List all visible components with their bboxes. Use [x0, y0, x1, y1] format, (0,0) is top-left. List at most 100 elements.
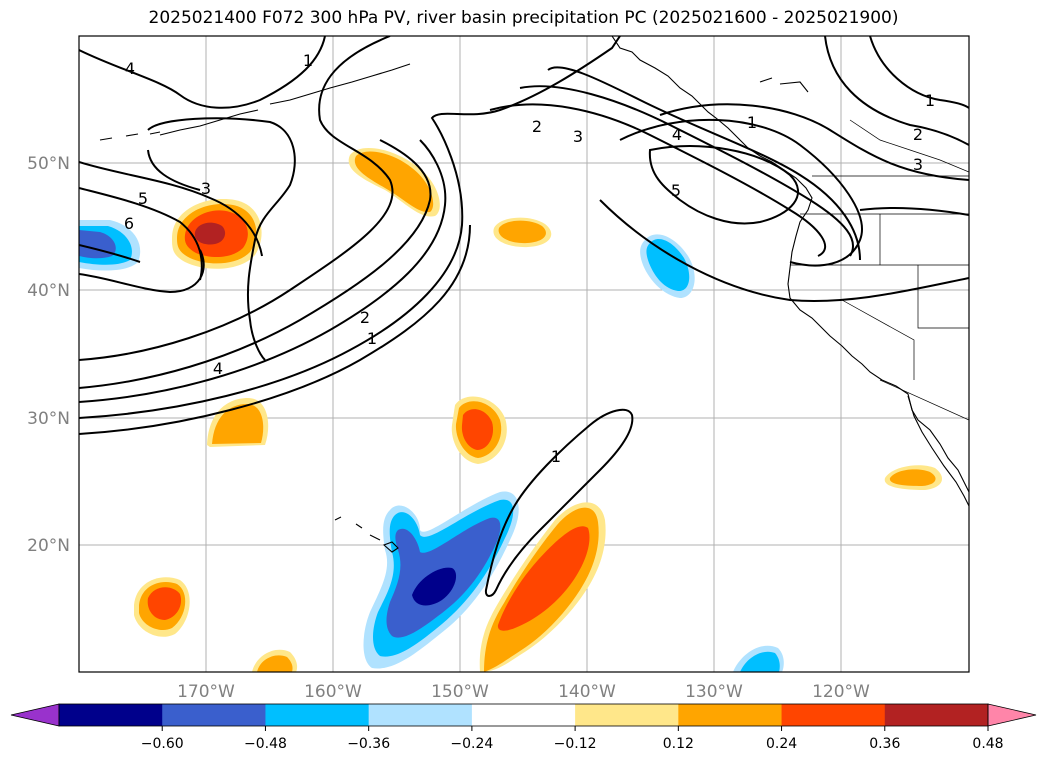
coastline-islands [759, 77, 809, 93]
contour-label: 2 [913, 125, 923, 144]
contour-label: 4 [125, 59, 135, 78]
colorbar-tick-label: −0.36 [347, 736, 390, 752]
contour-labels: 4 1 2 3 4 5 1 2 3 1 3 5 6 2 1 4 1 [124, 51, 935, 466]
lat-label: 20°N [27, 536, 70, 556]
precip-blob-positive [479, 502, 606, 672]
colorbar-tick-label: −0.24 [450, 736, 493, 752]
colorbar-tick-label: −0.12 [554, 736, 597, 752]
pv-contour-5 [79, 161, 263, 257]
contour-label: 1 [747, 113, 757, 132]
precip-blob-negative [640, 234, 695, 298]
colorbar-cell [471, 704, 576, 726]
contour-label: 4 [213, 359, 223, 378]
colorbar-cell [265, 704, 370, 726]
pv-contour-1-south [484, 408, 634, 597]
pv-contour-1-southeast [599, 199, 969, 302]
pv-contour-2-west [79, 139, 432, 389]
coastline-alaska-peninsula [269, 63, 411, 105]
contour-label: 3 [913, 155, 923, 174]
pv-contour-3-aleutian [147, 117, 296, 361]
contour-label: 1 [303, 51, 313, 70]
lon-label: 130°W [685, 682, 743, 702]
map-title: 2025021400 F072 300 hPa PV, river basin … [148, 8, 899, 28]
border-us-mexico [879, 379, 969, 421]
border-ca-nv [841, 299, 915, 380]
border-interior [879, 214, 969, 329]
colorbar-cell [162, 704, 266, 726]
contour-label: 1 [925, 91, 935, 110]
colorbar-tick-label: 0.36 [869, 736, 900, 752]
pv-contour-loop [79, 249, 205, 294]
precip-blob-positive [348, 147, 440, 217]
contour-label: 5 [138, 189, 148, 208]
colorbar-cell [59, 704, 163, 726]
colorbar-extend-low [10, 703, 60, 727]
pv-contour-3-ne [869, 36, 969, 109]
longitude-labels: 170°W 160°W 150°W 140°W 130°W 120°W [177, 682, 870, 702]
coastline-aleutians-west [99, 131, 161, 141]
pv-contour-2-ne [824, 36, 969, 146]
contour-label: 1 [367, 329, 377, 348]
colorbar-tick-label: −0.48 [244, 736, 287, 752]
colorbar-tick-label: −0.60 [141, 736, 184, 752]
lon-label: 120°W [812, 682, 870, 702]
contour-label: 6 [124, 214, 134, 233]
pv-contour-inner [79, 244, 141, 263]
pv-contour-4-eastloop [619, 118, 863, 267]
latitude-labels: 50°N 40°N 30°N 20°N [27, 154, 70, 556]
colorbar-cell [884, 704, 989, 726]
lat-label: 40°N [27, 281, 70, 301]
precip-blob-positive [884, 465, 943, 490]
pv-contour-3-east [547, 66, 861, 261]
colorbar-tick-label: 0.24 [766, 736, 797, 752]
pv-contour-ne-inner [859, 206, 969, 216]
colorbar-cell [781, 704, 886, 726]
precip-blob-negative [363, 491, 519, 669]
pv-contour-6 [79, 187, 203, 281]
pv-contour-4 [79, 224, 471, 435]
coastline-hawaii [334, 516, 399, 553]
colorbar-cell [575, 704, 679, 726]
coastlines [99, 36, 969, 553]
pv-contour-1-west [79, 36, 394, 361]
pv-contour-5-east [648, 145, 800, 225]
colorbar-cell [368, 704, 473, 726]
coastline-aleutians [159, 109, 259, 136]
contour-label: 4 [672, 125, 682, 144]
contour-label: 3 [201, 179, 211, 198]
precip-blob-positive [252, 649, 298, 672]
contour-label: 5 [671, 181, 681, 200]
pv-contours [79, 36, 969, 597]
contour-label: 1 [551, 447, 561, 466]
colorbar: −0.60 −0.48 −0.36 −0.24 −0.12 0.12 0.24 0.36 0.4… [10, 703, 1037, 752]
coastline-baja [907, 395, 969, 507]
pv-contour-aleutian-inner [147, 149, 201, 191]
colorbar-tick-label: 0.12 [663, 736, 694, 752]
pv-contour-1-east [659, 103, 969, 181]
pv-contour-2-east [519, 85, 855, 257]
pv-contour-1-main [79, 36, 621, 419]
lon-label: 140°W [558, 682, 616, 702]
pv-contour-4-north [79, 36, 326, 109]
colorbar-cell [678, 704, 783, 726]
precip-blob-positive [451, 396, 507, 464]
lon-label: 150°W [431, 682, 489, 702]
lat-label: 30°N [27, 409, 70, 429]
map-frame [78, 35, 970, 673]
contour-label: 2 [532, 117, 542, 136]
precip-blob-positive [207, 398, 269, 447]
lon-label: 160°W [304, 682, 362, 702]
precip-blob-positive [134, 577, 190, 637]
colorbar-frame [58, 703, 989, 727]
precip-blob-negative [733, 645, 784, 672]
pv-contour-4-east [489, 103, 826, 257]
colorbar-extend-high [987, 703, 1037, 727]
contour-label: 2 [360, 308, 370, 327]
lat-label: 50°N [27, 154, 70, 174]
pv-contour-3-west [79, 139, 447, 403]
border-bc [849, 119, 969, 173]
colorbar-tick-label: 0.48 [972, 736, 1003, 752]
contour-label: 3 [573, 127, 583, 146]
lon-label: 170°W [177, 682, 235, 702]
